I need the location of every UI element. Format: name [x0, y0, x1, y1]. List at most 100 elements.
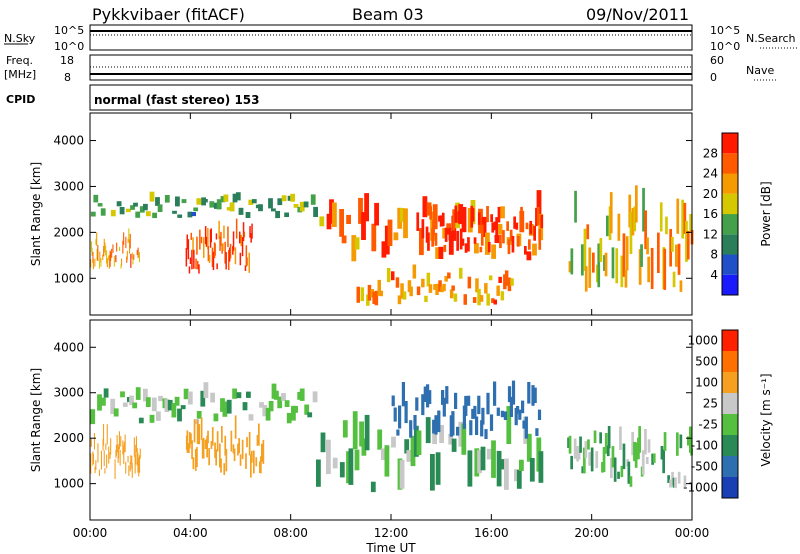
power-echo-cell — [586, 224, 590, 240]
power-echo-cell — [94, 258, 96, 267]
velocity-echo-cell — [97, 443, 99, 463]
power-echo-cell — [146, 211, 151, 217]
velocity-echo-cell — [104, 468, 106, 474]
power-echo-cell — [192, 237, 194, 254]
velocity-echo-cell — [143, 388, 148, 402]
power-echo-cell — [196, 198, 202, 205]
velocity-echo-cell — [416, 430, 422, 456]
velocity-echo-cell — [451, 411, 455, 436]
velocity-echo-cell — [480, 446, 486, 471]
power-echo-cell — [441, 212, 445, 227]
power-echo-cell — [106, 250, 108, 264]
power-echo-cell — [185, 248, 188, 267]
power-echo-cell — [203, 237, 205, 258]
power-echo-cell — [371, 223, 377, 252]
velocity-echo-cell — [232, 388, 237, 399]
velocity-echo-cell — [131, 463, 133, 478]
power-echo-cell — [444, 227, 448, 242]
cpid-label: CPID — [6, 93, 35, 106]
y-tick-label: 3000 — [53, 179, 84, 193]
power-echo-cell — [421, 219, 425, 239]
velocity-echo-cell — [93, 433, 95, 450]
colorbar-tick-label: 25 — [703, 397, 718, 411]
colorbar-swatch — [722, 274, 738, 296]
power-echo-cell — [379, 290, 383, 297]
velocity-echo-cell — [115, 444, 117, 456]
power-echo-cell — [377, 279, 381, 296]
power-echo-cell — [493, 299, 497, 305]
power-echo-cell — [245, 212, 251, 218]
velocity-echo-cell — [425, 417, 431, 444]
power-echo-cell — [504, 270, 509, 286]
power-echo-cell — [98, 261, 100, 269]
velocity-echo-cell — [277, 396, 283, 409]
velocity-echo-cell — [406, 450, 412, 462]
velocity-echo-cell — [190, 433, 192, 445]
velocity-echo-cell — [361, 438, 367, 456]
velocity-echo-cell — [391, 436, 396, 448]
power-echo-cell — [187, 211, 193, 218]
colorbar-swatch — [722, 477, 738, 498]
power-echo-cell — [200, 236, 203, 244]
power-echo-cell — [491, 244, 496, 259]
velocity-y-axis-label: Slant Range [km] — [29, 368, 43, 472]
velocity-echo-cell — [613, 457, 617, 482]
velocity-echo-cell — [587, 439, 590, 450]
colorbar-tick-label: -25 — [698, 418, 718, 432]
power-echo-cell — [129, 233, 131, 249]
power-echo-cell — [592, 252, 595, 273]
power-echo-cell — [490, 214, 493, 223]
power-echo-cell — [474, 243, 479, 254]
power-echo-cell — [384, 225, 390, 255]
velocity-echo-cell — [109, 452, 111, 459]
y-tick-label: 4000 — [53, 340, 84, 354]
colorbar-swatch — [722, 372, 738, 393]
power-echo-cell — [116, 201, 122, 207]
power-echo-cell — [196, 236, 198, 255]
power-echo-cell — [403, 208, 408, 239]
power-echo-cell — [216, 199, 222, 210]
velocity-echo-cell — [253, 450, 255, 474]
power-echo-cell — [119, 246, 121, 251]
velocity-echo-cell — [519, 459, 524, 471]
power-echo-cell — [427, 232, 430, 251]
power-echo-cell — [622, 233, 626, 277]
power-echo-cell — [397, 295, 402, 305]
power-echo-cell — [103, 245, 105, 257]
power-echo-cell — [438, 215, 441, 222]
velocity-echo-cell — [97, 394, 102, 411]
velocity-echo-cell — [638, 426, 641, 453]
power-echo-cell — [540, 214, 544, 229]
velocity-echo-cell — [245, 453, 247, 469]
power-echo-cell — [448, 227, 452, 241]
velocity-echo-cell — [410, 435, 416, 467]
velocity-echo-cell — [435, 452, 441, 485]
power-echo-cell — [681, 199, 684, 239]
power-echo-cell — [224, 241, 226, 264]
velocity-echo-cell — [291, 405, 296, 421]
velocity-echo-cell — [202, 437, 205, 459]
power-echo-cell — [510, 278, 514, 286]
velocity-echo-cell — [507, 386, 512, 403]
velocity-echo-cell — [90, 453, 92, 474]
velocity-echo-cell — [186, 430, 189, 453]
velocity-echo-cell — [200, 390, 206, 407]
power-echo-cell — [538, 229, 542, 250]
velocity-echo-cell — [423, 386, 427, 402]
power-echo-cell — [125, 236, 127, 249]
power-echo-cell — [108, 255, 110, 261]
power-echo-cell — [205, 236, 208, 247]
power-echo-cell — [199, 229, 201, 250]
velocity-echo-cell — [135, 387, 141, 400]
power-echo-cell — [422, 196, 428, 218]
colorbar-tick-label: 4 — [710, 268, 718, 282]
power-axes: 1000 2000 3000 4000 — [53, 113, 693, 315]
velocity-echo-cell — [601, 462, 604, 473]
freq-bottom-value: 8 — [64, 71, 71, 84]
velocity-echo-cell — [430, 454, 435, 491]
power-echo-cell — [520, 206, 523, 224]
power-echo-cell — [502, 230, 505, 244]
velocity-echo-cell — [481, 407, 485, 425]
power-echo-cell — [177, 214, 183, 218]
power-echo-cell — [251, 223, 253, 239]
